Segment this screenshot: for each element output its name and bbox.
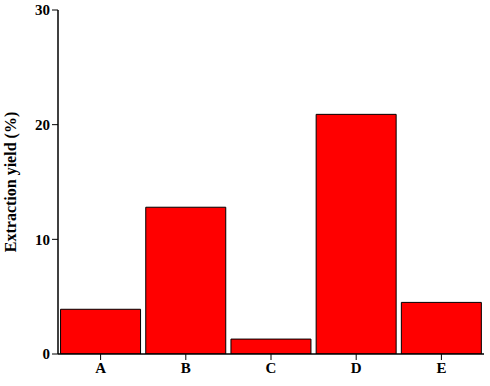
svg-text:0: 0 <box>43 346 51 362</box>
svg-text:B: B <box>181 360 191 376</box>
svg-text:D: D <box>351 360 362 376</box>
svg-text:Extraction yield (%): Extraction yield (%) <box>8 112 20 252</box>
svg-text:20: 20 <box>35 117 50 133</box>
svg-text:30: 30 <box>35 2 50 18</box>
svg-text:A: A <box>95 360 106 376</box>
svg-text:E: E <box>436 360 446 376</box>
svg-text:10: 10 <box>35 232 50 248</box>
svg-text:C: C <box>266 360 277 376</box>
